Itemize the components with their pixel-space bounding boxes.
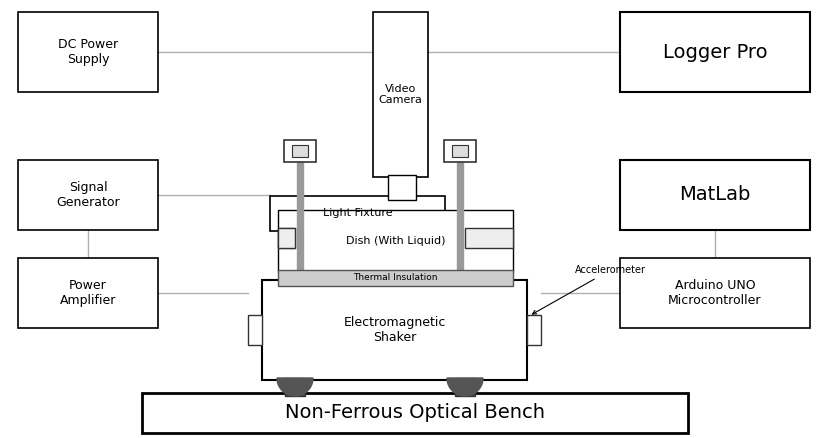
Text: Signal
Generator: Signal Generator xyxy=(56,181,120,209)
Bar xyxy=(619,12,809,92)
Bar xyxy=(278,228,294,248)
Bar xyxy=(619,160,809,230)
Text: Dish (With Liquid): Dish (With Liquid) xyxy=(346,236,445,246)
Bar xyxy=(278,270,513,286)
Bar xyxy=(18,12,158,92)
Bar xyxy=(455,378,475,396)
Polygon shape xyxy=(278,228,294,248)
Bar xyxy=(292,145,308,157)
Bar xyxy=(619,258,809,328)
Bar xyxy=(443,140,476,162)
Text: DC Power
Supply: DC Power Supply xyxy=(58,38,118,66)
Bar xyxy=(284,378,304,396)
Bar xyxy=(388,175,415,200)
Bar xyxy=(18,258,158,328)
Bar xyxy=(284,140,316,162)
Text: Thermal Insulation: Thermal Insulation xyxy=(353,273,437,283)
Bar xyxy=(270,196,444,231)
Text: Accelerometer: Accelerometer xyxy=(532,265,645,314)
Bar xyxy=(526,315,540,345)
Bar xyxy=(261,280,526,380)
Text: Light Fixture: Light Fixture xyxy=(323,208,392,219)
Polygon shape xyxy=(447,378,482,396)
Text: MatLab: MatLab xyxy=(678,186,750,205)
Bar xyxy=(278,210,513,272)
Text: Non-Ferrous Optical Bench: Non-Ferrous Optical Bench xyxy=(284,403,544,423)
Bar xyxy=(248,315,261,345)
Bar xyxy=(452,145,467,157)
Bar xyxy=(141,393,687,433)
Text: Power
Amplifier: Power Amplifier xyxy=(60,279,116,307)
Text: Electromagnetic
Shaker: Electromagnetic Shaker xyxy=(343,316,445,344)
Bar xyxy=(372,12,428,177)
Text: Arduino UNO
Microcontroller: Arduino UNO Microcontroller xyxy=(667,279,761,307)
Bar xyxy=(18,160,158,230)
Polygon shape xyxy=(277,378,313,396)
Text: Logger Pro: Logger Pro xyxy=(662,42,767,61)
Text: Video
Camera: Video Camera xyxy=(378,84,422,105)
Polygon shape xyxy=(297,145,303,282)
Polygon shape xyxy=(457,145,462,282)
Bar xyxy=(465,228,513,248)
